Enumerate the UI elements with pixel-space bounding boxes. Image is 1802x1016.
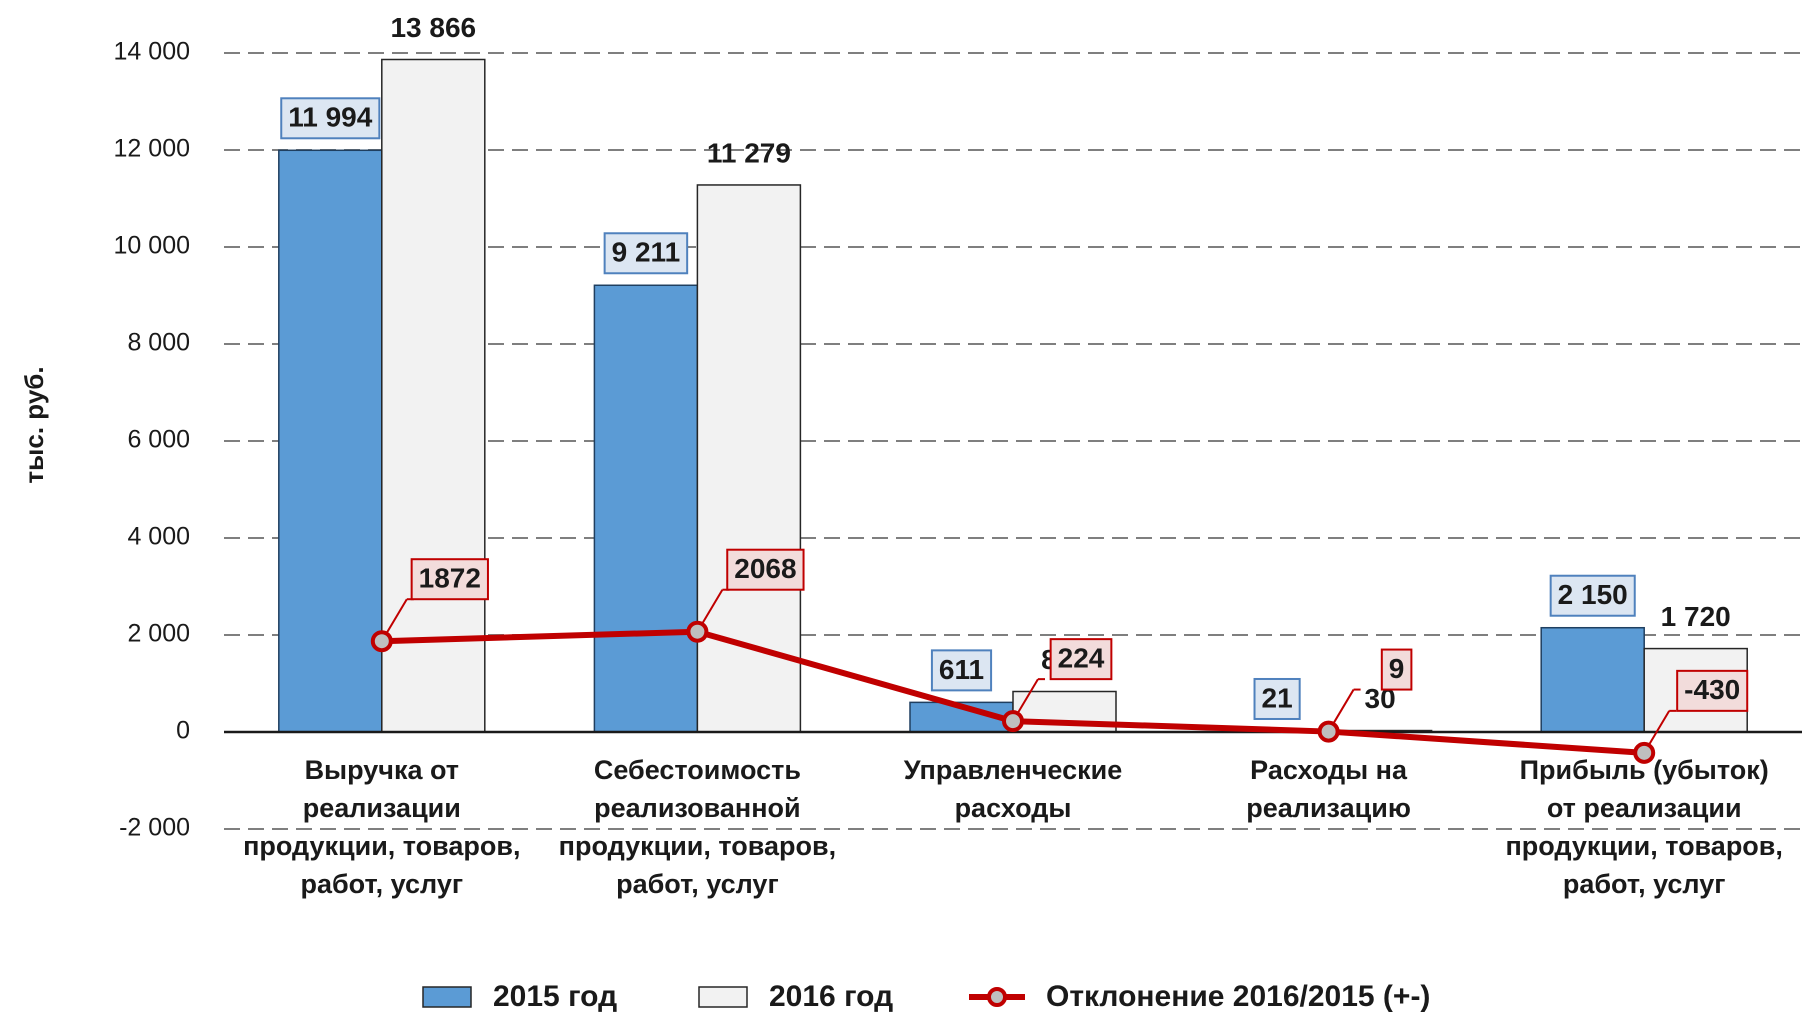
x-tick-label: реализованной: [594, 793, 800, 823]
value-label: 11 279: [707, 137, 791, 168]
line-label: -430: [1684, 674, 1740, 705]
bar: [381, 58, 486, 733]
line-label: 1872: [419, 563, 481, 594]
value-label-box: [930, 649, 993, 692]
y-tick-label: 6 000: [127, 426, 190, 454]
value-label: 21: [1262, 682, 1293, 713]
value-label-box: [1549, 574, 1636, 617]
bar: [593, 284, 699, 733]
y-tick-label: 4 000: [127, 523, 190, 551]
legend-label: Отклонение 2016/2015 (+-): [1046, 980, 1430, 1013]
value-label: 13 866: [390, 12, 476, 43]
line-label: 2068: [734, 553, 796, 584]
x-tick-label: реализацию: [1246, 793, 1411, 823]
line-label-box: [410, 558, 489, 601]
value-label-box: [603, 232, 689, 275]
marker: [370, 630, 393, 653]
bar: [1540, 626, 1645, 733]
value-label: 611: [939, 654, 984, 685]
x-tick-label: Себестоимость: [594, 755, 801, 785]
marker: [1317, 720, 1340, 743]
bar: [278, 149, 383, 733]
marker: [1002, 710, 1024, 733]
line-label-box: [1676, 669, 1749, 712]
y-tick-label: 12 000: [114, 135, 190, 163]
x-tick-label: продукции, товаров,: [559, 831, 836, 861]
bar: [696, 184, 802, 733]
x-tick-label: Прибыль (убыток): [1520, 755, 1769, 785]
y-tick-label: 0: [176, 717, 190, 745]
value-label: 1 720: [1661, 601, 1731, 632]
y-tick-label: 2 000: [127, 620, 190, 648]
line-label: 9: [1389, 653, 1405, 684]
y-tick-label: 10 000: [114, 232, 190, 260]
value-label: 11 994: [288, 102, 373, 133]
value-label: 9 211: [612, 237, 681, 268]
x-tick-label: работ, услуг: [1563, 869, 1726, 899]
x-tick-label: продукции, товаров,: [1505, 831, 1782, 861]
y-tick-label: 14 000: [114, 38, 190, 66]
value-label: 2 150: [1558, 579, 1628, 610]
line-label: 224: [1058, 643, 1105, 674]
x-tick-label: реализации: [303, 793, 461, 823]
x-tick-label: работ, услуг: [300, 869, 463, 899]
value-label-box: [280, 97, 381, 140]
y-tick-label: -2 000: [119, 814, 190, 842]
x-tick-label: Управленческие: [904, 755, 1122, 785]
legend-swatch: [698, 986, 748, 1008]
y-tick-label: 8 000: [127, 329, 190, 357]
legend-marker: [987, 987, 1007, 1007]
legend-swatch: [422, 986, 472, 1008]
legend-label: 2015 год: [493, 980, 617, 1013]
marker: [686, 620, 709, 643]
x-tick-label: от реализации: [1547, 793, 1742, 823]
value-label-box: [1253, 677, 1301, 720]
marker: [1633, 741, 1656, 764]
line-label-box: [1380, 648, 1413, 691]
y-axis-label: тыс. руб.: [19, 366, 49, 483]
x-tick-label: работ, услуг: [616, 869, 779, 899]
line-label-box: [726, 548, 805, 591]
x-tick-label: Расходы на: [1250, 755, 1408, 785]
x-tick-label: расходы: [955, 793, 1072, 823]
line-label-box: [1049, 638, 1113, 681]
legend-label: 2016 год: [769, 980, 893, 1013]
x-tick-label: Выручка от: [305, 755, 459, 785]
x-tick-label: продукции, товаров,: [243, 831, 520, 861]
